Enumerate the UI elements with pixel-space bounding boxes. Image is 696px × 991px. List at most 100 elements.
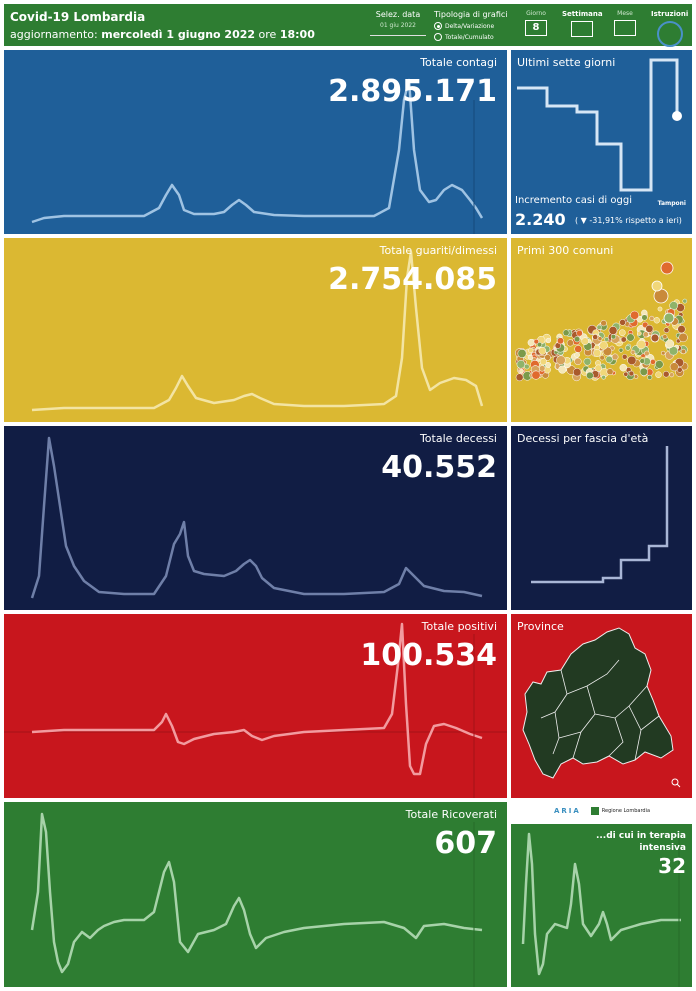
tab-giorno[interactable]: Giorno 8 bbox=[525, 10, 547, 36]
comune-bubble[interactable] bbox=[645, 324, 654, 333]
comune-bubble[interactable] bbox=[655, 360, 664, 369]
comune-bubble[interactable] bbox=[662, 370, 670, 378]
comune-bubble[interactable] bbox=[593, 349, 602, 357]
comune-bubble[interactable] bbox=[621, 354, 628, 360]
comune-bubble[interactable] bbox=[583, 357, 592, 366]
panel-decessi-fascia-eta[interactable]: Decessi per fascia d'età bbox=[511, 426, 692, 610]
comune-bubble[interactable] bbox=[558, 365, 567, 374]
comune-bubble[interactable] bbox=[597, 336, 603, 342]
radio-delta[interactable]: Delta/Variazione bbox=[434, 22, 507, 30]
comune-bubble[interactable] bbox=[574, 357, 582, 366]
comune-bubble[interactable] bbox=[594, 364, 602, 372]
calendar-month-icon[interactable] bbox=[614, 20, 636, 36]
tab-istruzioni[interactable]: Istruzioni bbox=[651, 10, 688, 47]
comune-bubble[interactable] bbox=[639, 358, 646, 364]
comune-bubble[interactable] bbox=[669, 362, 679, 372]
comune-bubble[interactable] bbox=[647, 374, 653, 380]
comune-bubble[interactable] bbox=[517, 349, 527, 358]
comune-bubble[interactable] bbox=[633, 374, 639, 379]
comune-bubble[interactable] bbox=[515, 373, 524, 382]
comune-bubble[interactable] bbox=[527, 354, 533, 361]
comune-bubble[interactable] bbox=[662, 334, 668, 340]
comune-bubble[interactable] bbox=[533, 338, 539, 345]
comune-bubble-large[interactable] bbox=[650, 333, 660, 343]
comune-bubble[interactable] bbox=[630, 310, 640, 320]
comune-bubble[interactable] bbox=[657, 306, 663, 312]
calendar-day-icon[interactable]: 8 bbox=[525, 20, 547, 36]
comune-bubble[interactable] bbox=[519, 368, 524, 374]
comune-bubble[interactable] bbox=[665, 339, 675, 349]
comune-bubble[interactable] bbox=[625, 345, 631, 351]
comune-bubble[interactable] bbox=[627, 355, 637, 365]
comune-bubble[interactable] bbox=[669, 372, 675, 378]
comune-bubble[interactable] bbox=[636, 339, 646, 350]
panel-primi-300-comuni[interactable]: Primi 300 comuni bbox=[511, 238, 692, 422]
comune-bubble[interactable] bbox=[581, 337, 589, 345]
comune-bubble[interactable] bbox=[628, 370, 635, 377]
comune-bubble[interactable] bbox=[596, 324, 602, 330]
comune-bubble[interactable] bbox=[618, 347, 624, 353]
panel-decessi[interactable]: Totale decessi 40.552 bbox=[4, 426, 507, 610]
comune-bubble[interactable] bbox=[663, 327, 670, 334]
comune-bubble-large[interactable] bbox=[651, 280, 663, 292]
panel-positivi[interactable]: Totale positivi 100.534 bbox=[4, 614, 507, 798]
comune-bubble[interactable] bbox=[600, 319, 607, 327]
comune-bubble[interactable] bbox=[574, 352, 580, 358]
radio-totale[interactable]: Totale/Cumulato bbox=[434, 33, 507, 41]
comune-bubble[interactable] bbox=[668, 346, 679, 356]
comune-bubble[interactable] bbox=[650, 359, 656, 365]
panel-guariti[interactable]: Totale guariti/dimessi 2.754.085 bbox=[4, 238, 507, 422]
comune-bubble[interactable] bbox=[642, 331, 649, 338]
comune-bubble[interactable] bbox=[649, 315, 655, 321]
comune-bubble[interactable] bbox=[527, 338, 535, 347]
comune-bubble[interactable] bbox=[641, 314, 648, 321]
panel-contagi[interactable]: Totale contagi 2.895.171 bbox=[4, 50, 507, 234]
radio-dot[interactable] bbox=[434, 33, 442, 41]
comune-bubble[interactable] bbox=[630, 349, 636, 355]
calendar-week-icon[interactable] bbox=[571, 21, 594, 37]
comune-bubble[interactable] bbox=[556, 355, 566, 365]
comune-bubble[interactable] bbox=[574, 345, 583, 353]
comune-bubble[interactable] bbox=[562, 329, 570, 337]
tab-mese[interactable]: Mese bbox=[614, 10, 636, 36]
comune-bubble[interactable] bbox=[592, 334, 599, 340]
comune-bubble[interactable] bbox=[619, 363, 628, 372]
comune-bubble[interactable] bbox=[620, 336, 627, 343]
comune-bubble[interactable] bbox=[619, 319, 626, 326]
comune-bubble[interactable] bbox=[644, 350, 650, 357]
comune-bubble[interactable] bbox=[599, 355, 605, 361]
comune-bubble[interactable] bbox=[626, 333, 635, 342]
comune-bubble[interactable] bbox=[586, 371, 594, 380]
comune-bubble[interactable] bbox=[539, 365, 546, 372]
radio-dot-selected[interactable] bbox=[434, 22, 442, 30]
tab-settimana[interactable]: Settimana bbox=[562, 10, 603, 37]
panel-province[interactable]: Province bbox=[511, 614, 692, 798]
comune-bubble[interactable] bbox=[605, 355, 613, 364]
comune-bubble[interactable] bbox=[599, 341, 608, 350]
comune-bubble[interactable] bbox=[682, 298, 688, 304]
comune-bubble[interactable] bbox=[516, 360, 526, 369]
comune-bubble[interactable] bbox=[528, 347, 534, 354]
comune-bubble[interactable] bbox=[618, 329, 626, 337]
info-circle-icon[interactable] bbox=[656, 21, 683, 47]
comune-bubble[interactable] bbox=[539, 358, 547, 366]
date-selector[interactable]: Selez. data 01 giu 2022 bbox=[370, 10, 426, 36]
comune-bubble[interactable] bbox=[606, 368, 614, 376]
comune-bubble[interactable] bbox=[653, 317, 660, 324]
comune-bubble[interactable] bbox=[601, 375, 606, 380]
comune-bubble[interactable] bbox=[545, 361, 552, 368]
comune-bubble[interactable] bbox=[678, 332, 688, 343]
comune-bubble[interactable] bbox=[531, 370, 541, 380]
comune-bubble[interactable] bbox=[566, 339, 574, 347]
panel-ricoverati[interactable]: Totale Ricoverati 607 bbox=[4, 802, 507, 987]
comune-bubble[interactable] bbox=[545, 337, 552, 344]
comune-bubble[interactable] bbox=[677, 325, 686, 334]
date-selector-value[interactable]: 01 giu 2022 bbox=[380, 22, 416, 29]
comune-bubble-large[interactable] bbox=[663, 312, 675, 324]
comune-bubble[interactable] bbox=[538, 346, 547, 355]
comune-bubble[interactable] bbox=[574, 336, 581, 343]
zoom-icon[interactable] bbox=[671, 778, 679, 786]
panel-ultimi-sette-giorni[interactable]: Ultimi sette giorni Incremento casi di o… bbox=[511, 50, 692, 234]
comune-bubble[interactable] bbox=[610, 334, 617, 340]
comune-bubble[interactable] bbox=[608, 326, 618, 335]
